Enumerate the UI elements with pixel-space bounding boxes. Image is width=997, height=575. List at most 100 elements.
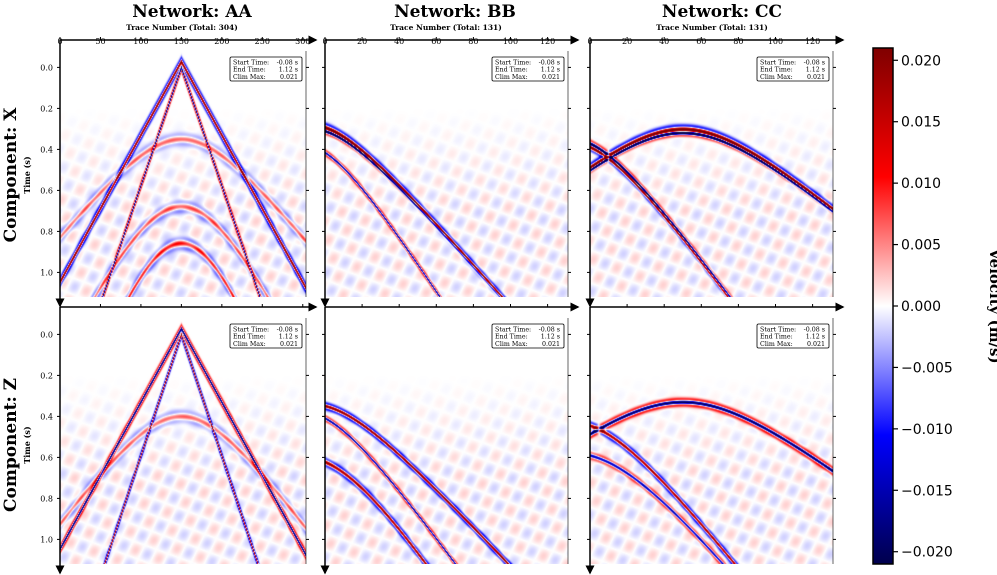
x-tick-label: 120 bbox=[540, 37, 555, 46]
info-box: Start Time: -0.08 s End Time: 1.12 s Clim Ma… bbox=[229, 56, 303, 82]
info-value: -0.08 s bbox=[277, 327, 298, 334]
panel-net0-comp0: 0.0 0.2 0.4 0.6 0.8 1.0 0 50 100 150 200 250 300 Star… bbox=[40, 35, 318, 308]
info-box-frame bbox=[756, 323, 830, 349]
info-box-frame bbox=[756, 56, 830, 82]
panel-net1-comp0: 0 20 40 60 80 100 120 Start Time: -0.08 s End Tim… bbox=[320, 35, 580, 308]
info-label: End Time: bbox=[495, 334, 528, 341]
y-tick-label: 0.6 bbox=[40, 186, 53, 195]
info-label: Start Time: bbox=[233, 60, 269, 67]
info-label: Clim Max: bbox=[233, 341, 266, 348]
info-box-frame bbox=[491, 323, 565, 349]
info-value: 1.12 s bbox=[279, 334, 298, 341]
y-tick-label: 0.4 bbox=[40, 412, 53, 421]
panel-net2-comp1: Start Time: -0.08 s End Time: 1.12 s Clim Ma… bbox=[585, 302, 845, 575]
gather-image bbox=[325, 51, 568, 297]
colorbar: 0.020 0.015 0.010 0.005 0.000 −0.005 −0.010 −0.… bbox=[872, 47, 997, 565]
component-label-x: Component: X bbox=[1, 107, 21, 243]
xlabel-cc: Trace Number (Total: 131) bbox=[656, 23, 768, 32]
info-label: Clim Max: bbox=[760, 74, 793, 81]
info-value: 0.021 bbox=[807, 341, 825, 348]
y-tick-label: 0.6 bbox=[40, 453, 53, 462]
gather-image bbox=[60, 51, 306, 297]
info-label: End Time: bbox=[233, 67, 266, 74]
xlabel-aa: Trace Number (Total: 304) bbox=[126, 23, 238, 32]
x-tick-label: 20 bbox=[357, 37, 367, 46]
info-label: End Time: bbox=[495, 67, 528, 74]
info-value: 1.12 s bbox=[541, 334, 560, 341]
info-label: Start Time: bbox=[495, 327, 531, 334]
info-value: 1.12 s bbox=[806, 334, 825, 341]
network-title-cc: Network: CC bbox=[662, 2, 782, 22]
panel-net1-comp1: Start Time: -0.08 s End Time: 1.12 s Clim Ma… bbox=[320, 302, 580, 575]
info-value: -0.08 s bbox=[277, 60, 298, 67]
x-tick-label: 80 bbox=[468, 37, 478, 46]
info-value: 1.12 s bbox=[541, 67, 560, 74]
info-box-frame bbox=[229, 323, 303, 349]
y-tick-label: 0.4 bbox=[40, 145, 53, 154]
info-value: -0.08 s bbox=[539, 60, 560, 67]
info-label: Clim Max: bbox=[760, 341, 793, 348]
gather-image bbox=[590, 51, 833, 297]
x-tick-label: 200 bbox=[214, 37, 229, 46]
info-box-frame bbox=[229, 56, 303, 82]
colorbar-tick-label: −0.020 bbox=[901, 545, 953, 561]
colorbar-tick-label: 0.010 bbox=[901, 176, 941, 192]
gather-image bbox=[590, 318, 833, 564]
x-tick-label: 60 bbox=[696, 37, 706, 46]
x-tick-label: 60 bbox=[431, 37, 441, 46]
x-tick-label: 40 bbox=[659, 37, 669, 46]
network-title-aa: Network: AA bbox=[132, 2, 252, 22]
info-value: 0.021 bbox=[542, 74, 560, 81]
network-title-bb: Network: BB bbox=[394, 2, 516, 22]
info-value: -0.08 s bbox=[804, 60, 825, 67]
x-tick-label: 150 bbox=[174, 37, 189, 46]
colorbar-tick-label: 0.015 bbox=[901, 115, 941, 131]
info-box: Start Time: -0.08 s End Time: 1.12 s Clim Ma… bbox=[229, 323, 303, 349]
x-tick-label: 100 bbox=[133, 37, 148, 46]
info-value: 0.021 bbox=[807, 74, 825, 81]
panel-net2-comp0: 0 20 40 60 80 100 120 Start Time: -0.08 s End Tim… bbox=[585, 35, 845, 308]
x-tick-label: 0 bbox=[322, 37, 327, 46]
info-label: End Time: bbox=[760, 67, 793, 74]
info-value: 1.12 s bbox=[806, 67, 825, 74]
info-value: 0.021 bbox=[542, 341, 560, 348]
info-box-frame bbox=[491, 56, 565, 82]
info-value: 0.021 bbox=[280, 74, 298, 81]
info-box: Start Time: -0.08 s End Time: 1.12 s Clim Ma… bbox=[756, 56, 830, 82]
colorbar-tick-label: −0.005 bbox=[901, 360, 953, 376]
x-tick-label: 100 bbox=[503, 37, 518, 46]
colorbar-tick-label: −0.010 bbox=[901, 422, 953, 438]
ylabel-x: Time (s) bbox=[22, 156, 32, 194]
info-label: End Time: bbox=[760, 334, 793, 341]
info-box: Start Time: -0.08 s End Time: 1.12 s Clim Ma… bbox=[491, 56, 565, 82]
x-tick-label: 100 bbox=[768, 37, 783, 46]
info-label: End Time: bbox=[233, 334, 266, 341]
x-tick-label: 40 bbox=[394, 37, 404, 46]
y-tick-label: 0.0 bbox=[40, 330, 53, 339]
panel-net0-comp1: 0.0 0.2 0.4 0.6 0.8 1.0 Start Time: -0.08 s End … bbox=[40, 302, 318, 575]
x-tick-label: 0 bbox=[57, 37, 62, 46]
colorbar-gradient bbox=[872, 47, 894, 565]
info-box: Start Time: -0.08 s End Time: 1.12 s Clim Ma… bbox=[491, 323, 565, 349]
info-label: Start Time: bbox=[233, 327, 269, 334]
y-tick-label: 0.2 bbox=[40, 371, 53, 380]
colorbar-tick-label: 0.020 bbox=[901, 53, 941, 69]
info-value: 0.021 bbox=[280, 341, 298, 348]
colorbar-tick-label: 0.000 bbox=[901, 299, 941, 315]
info-box: Start Time: -0.08 s End Time: 1.12 s Clim Ma… bbox=[756, 323, 830, 349]
colorbar-label: Velocity (m/s) bbox=[986, 247, 997, 363]
gather-image bbox=[60, 318, 306, 564]
info-label: Start Time: bbox=[760, 60, 796, 67]
y-tick-label: 0.8 bbox=[40, 227, 53, 236]
info-label: Clim Max: bbox=[233, 74, 266, 81]
ylabel-z: Time (s) bbox=[22, 426, 32, 464]
xlabel-bb: Trace Number (Total: 131) bbox=[390, 23, 502, 32]
component-label-z: Component: Z bbox=[1, 378, 21, 512]
info-label: Start Time: bbox=[495, 60, 531, 67]
x-tick-label: 120 bbox=[805, 37, 820, 46]
colorbar-tick-label: 0.005 bbox=[901, 238, 941, 254]
y-tick-label: 1.0 bbox=[40, 268, 53, 277]
y-tick-label: 0.2 bbox=[40, 104, 53, 113]
gather-image bbox=[325, 318, 568, 564]
